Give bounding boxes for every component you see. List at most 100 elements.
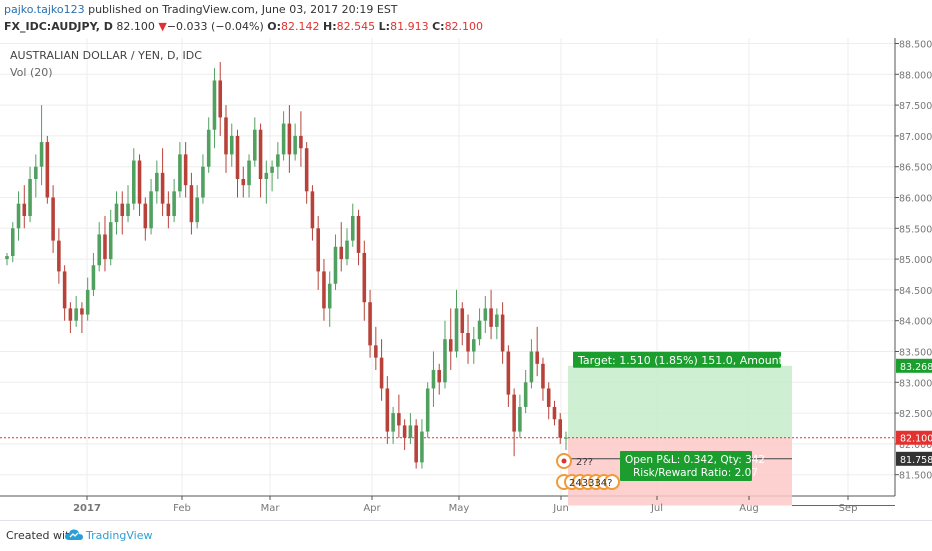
candle-body xyxy=(333,246,338,284)
event-badge-label: 2?? xyxy=(576,457,593,468)
candle-body xyxy=(339,246,344,260)
x-tick-label: Apr xyxy=(363,503,381,514)
candle-body xyxy=(408,425,413,438)
candle-body xyxy=(120,203,125,216)
indicator-label: Vol (20) xyxy=(10,66,53,79)
candle-body xyxy=(523,382,528,407)
event-badge xyxy=(604,474,620,490)
candle-body xyxy=(356,215,361,253)
last-price-tag: 82.100 xyxy=(900,434,932,445)
candle-body xyxy=(535,351,539,364)
candle-body xyxy=(558,419,563,438)
candle-body xyxy=(201,166,205,198)
candle-body xyxy=(155,172,159,192)
tradingview-brand-link[interactable]: TradingView xyxy=(86,529,153,542)
author-link[interactable]: pajko.tajko123 xyxy=(4,3,85,16)
candle-body xyxy=(114,203,119,223)
price-chart[interactable]: 2?? 243334? AUSTRALIAN DOLLAR / YEN, D, ID… xyxy=(0,38,932,520)
candle-body xyxy=(299,135,303,149)
x-tick-label: Feb xyxy=(173,503,191,514)
candle-body xyxy=(5,256,9,260)
symbol-info: FX_IDC:AUDJPY, D 82.100 ▼−0.033 (−0.04%)… xyxy=(4,20,483,33)
publish-info: pajko.tajko123 published on TradingView.… xyxy=(4,3,398,16)
candle-body xyxy=(316,228,320,272)
candle-body xyxy=(454,308,459,352)
candle-body xyxy=(218,80,223,118)
y-tick-label: 86.500 xyxy=(899,163,932,174)
candle-body xyxy=(247,160,251,186)
candle-body xyxy=(229,135,234,155)
close-value: 82.100 xyxy=(444,20,484,33)
y-tick-label: 83.000 xyxy=(899,378,932,389)
y-tick-label: 88.000 xyxy=(899,70,932,81)
y-tick-label: 82.500 xyxy=(899,409,932,420)
price-change: −0.033 (−0.04%) xyxy=(166,20,264,33)
y-tick-label: 84.000 xyxy=(899,317,932,328)
risk-reward-label: Risk/Reward Ratio: 2.07 xyxy=(633,467,758,479)
candle-body xyxy=(431,369,436,389)
x-tick-label: May xyxy=(449,503,470,514)
y-tick-label: 85.500 xyxy=(899,224,932,235)
candle-body xyxy=(379,357,384,389)
target-zone xyxy=(568,365,792,439)
candle-body xyxy=(529,351,534,383)
candle-body xyxy=(512,394,516,432)
candle-body xyxy=(362,252,367,303)
candle-body xyxy=(276,154,280,167)
candle-body xyxy=(310,191,315,229)
candle-body xyxy=(258,129,263,180)
x-tick-label: 2017 xyxy=(73,503,101,514)
low-value: 81.913 xyxy=(390,20,429,33)
cloud-logo-icon xyxy=(65,529,83,540)
candle-body xyxy=(506,351,511,395)
published-text: published on TradingView.com, June 03, 2… xyxy=(84,3,398,16)
candle-body xyxy=(350,215,355,241)
open-label: O: xyxy=(267,20,282,33)
x-tick-label: Aug xyxy=(739,503,759,514)
candle-body xyxy=(137,160,142,204)
candle-body xyxy=(443,339,447,383)
candle-body xyxy=(397,413,401,426)
candle-body xyxy=(327,283,332,309)
close-label: C: xyxy=(432,20,445,33)
candle-body xyxy=(437,369,442,383)
candle-body xyxy=(34,166,38,180)
candle-body xyxy=(374,345,378,358)
candle-body xyxy=(85,289,90,315)
target-label: Target: 1.510 (1.85%) 151.0, Amount: 151… xyxy=(577,354,836,367)
candle-body xyxy=(80,308,84,315)
pnl-label: Open P&L: 0.342, Qty: 342 xyxy=(625,454,765,466)
candle-body xyxy=(385,388,390,432)
candle-body xyxy=(483,308,488,321)
candle-body xyxy=(39,142,44,167)
high-value: 82.545 xyxy=(336,20,376,33)
target-price-tag: 83.268 xyxy=(900,362,932,373)
y-tick-label: 87.000 xyxy=(899,132,932,143)
event-badge-dot xyxy=(561,458,567,464)
candle-body xyxy=(16,203,21,229)
candle-body xyxy=(518,406,522,432)
candle-body xyxy=(57,240,61,272)
low-label: L: xyxy=(378,20,391,33)
candle-body xyxy=(235,135,240,180)
candle-body xyxy=(293,135,297,155)
candle-body xyxy=(126,203,130,216)
candle-body xyxy=(172,191,176,216)
candle-body xyxy=(414,425,418,463)
candle-body xyxy=(160,172,165,204)
created-with-text: Created with xyxy=(6,529,77,542)
candle-body xyxy=(51,197,55,241)
candle-body xyxy=(166,203,171,216)
candle-body xyxy=(477,320,482,340)
candle-body xyxy=(500,314,505,352)
candle-body xyxy=(22,203,27,216)
y-tick-label: 81.500 xyxy=(899,471,932,482)
footer: Created with TradingView xyxy=(0,520,932,551)
candle-body xyxy=(74,308,78,321)
stop-price-tag: 81.758 xyxy=(900,455,932,466)
candle-body xyxy=(68,308,73,321)
candle-body xyxy=(541,363,545,389)
stop-price-tag-box xyxy=(896,451,932,466)
candle-body xyxy=(552,406,557,420)
y-tick-label: 84.500 xyxy=(899,286,932,297)
